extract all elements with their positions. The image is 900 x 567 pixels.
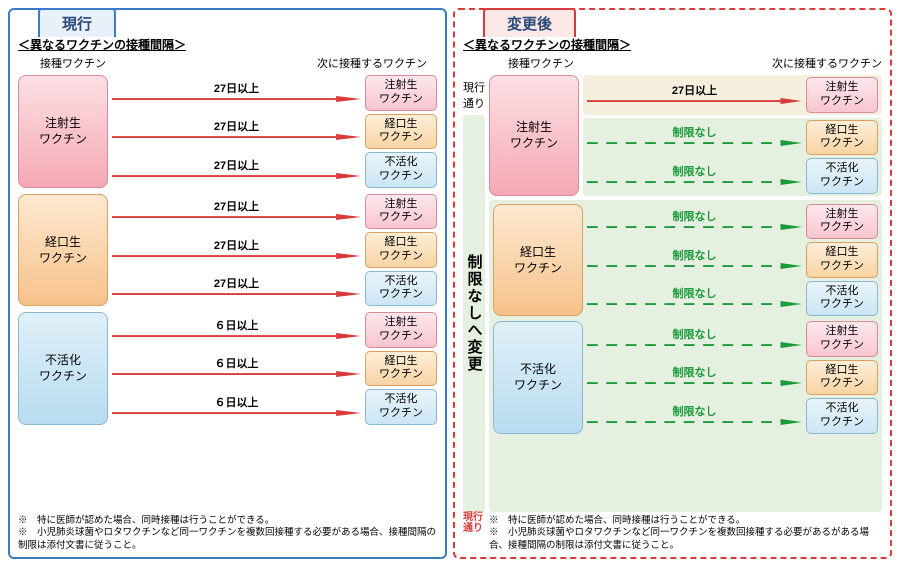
groups-left: 注射生ワクチン 27日以上 注射生ワクチン 27日以上 経口生ワクチン 27日以… bbox=[18, 75, 437, 512]
arrow: ６日以上 bbox=[112, 321, 361, 339]
tgt-blue: 不活化ワクチン bbox=[806, 281, 878, 317]
flow-row: 制限なし 不活化ワクチン bbox=[587, 398, 878, 434]
tgt-orange: 経口生ワクチン bbox=[806, 360, 878, 396]
group: 注射生ワクチン 27日以上 注射生ワクチン 27日以上 経口生ワクチン 27日以… bbox=[18, 75, 437, 188]
tgt-orange: 経口生ワクチン bbox=[365, 351, 437, 387]
flow-row: 制限なし 注射生ワクチン bbox=[587, 204, 878, 240]
tgt-orange: 経口生ワクチン bbox=[365, 232, 437, 268]
flow-row: 27日以上 経口生ワクチン bbox=[112, 114, 437, 150]
src-orange: 経口生ワクチン bbox=[493, 204, 583, 317]
side-bot: 現行 通り bbox=[463, 512, 485, 534]
flow-row: 制限なし 不活化ワクチン bbox=[587, 281, 878, 317]
tgt-blue: 不活化ワクチン bbox=[365, 152, 437, 188]
tgt-pink: 注射生ワクチン bbox=[365, 194, 437, 230]
foot-left: ※ 特に医師が認めた場合、同時接種は行うことができる。※ 小児肺炎球菌やロタワク… bbox=[18, 515, 437, 553]
title-after: ＜異なるワクチンの接種間隔＞ bbox=[463, 36, 631, 53]
tgt-blue: 不活化ワクチン bbox=[806, 158, 878, 194]
tgt-pink: 注射生ワクチン bbox=[806, 321, 878, 357]
flow-row: 27日以上 注射生ワクチン bbox=[112, 75, 437, 111]
src-blue: 不活化ワクチン bbox=[18, 312, 108, 425]
flow-row: 制限なし 経口生ワクチン bbox=[587, 360, 878, 396]
tab-current: 現行 bbox=[38, 8, 116, 37]
flow-row: 27日以上 注射生ワクチン bbox=[587, 77, 878, 113]
group: 経口生ワクチン 制限なし 注射生ワクチン 制限なし 経口生ワクチン 制限なし 不… bbox=[493, 204, 878, 317]
src-pink: 注射生ワクチン bbox=[489, 75, 579, 196]
arrow: 制限なし bbox=[587, 212, 802, 230]
src-pink: 注射生ワクチン bbox=[18, 75, 108, 188]
col1-r: 接種ワクチン bbox=[491, 55, 591, 71]
arrow: ６日以上 bbox=[112, 359, 361, 377]
group: 不活化ワクチン ６日以上 注射生ワクチン ６日以上 経口生ワクチン ６日以上 不… bbox=[18, 312, 437, 425]
arrow: 制限なし bbox=[587, 289, 802, 307]
tgt-pink: 注射生ワクチン bbox=[806, 77, 878, 113]
flow-row: 27日以上 経口生ワクチン bbox=[112, 232, 437, 268]
flow-row: ６日以上 注射生ワクチン bbox=[112, 312, 437, 348]
tgt-pink: 注射生ワクチン bbox=[806, 204, 878, 240]
arrow: 制限なし bbox=[587, 330, 802, 348]
arrow: 27日以上 bbox=[112, 202, 361, 220]
flow-row: 27日以上 不活化ワクチン bbox=[112, 152, 437, 188]
foot-right: ※ 特に医師が認めた場合、同時接種は行うことができる。※ 小児肺炎球菌やロタワク… bbox=[489, 515, 882, 553]
arrow: 27日以上 bbox=[112, 161, 361, 179]
panel-after: 変更後 ＜異なるワクチンの接種間隔＞ 接種ワクチン 次に接種するワクチン 現行通… bbox=[453, 8, 892, 559]
group-top: 注射生ワクチン 27日以上 注射生ワクチン 制限なし 経口生ワクチン 制限なし … bbox=[489, 75, 882, 196]
arrow: 制限なし bbox=[587, 128, 802, 146]
flow-row: ６日以上 経口生ワクチン bbox=[112, 351, 437, 387]
flow-row: 27日以上 注射生ワクチン bbox=[112, 194, 437, 230]
tgt-orange: 経口生ワクチン bbox=[806, 242, 878, 278]
src-blue: 不活化ワクチン bbox=[493, 321, 583, 434]
col2-r: 次に接種するワクチン bbox=[772, 55, 882, 71]
arrow: ６日以上 bbox=[112, 398, 361, 416]
flow-row: ６日以上 不活化ワクチン bbox=[112, 389, 437, 425]
tgt-orange: 経口生ワクチン bbox=[806, 120, 878, 156]
tgt-pink: 注射生ワクチン bbox=[365, 312, 437, 348]
flow-row: 制限なし 経口生ワクチン bbox=[587, 242, 878, 278]
tab-after: 変更後 bbox=[483, 8, 576, 37]
arrow: 制限なし bbox=[587, 167, 802, 185]
tgt-pink: 注射生ワクチン bbox=[365, 75, 437, 111]
flow-row: 27日以上 不活化ワクチン bbox=[112, 271, 437, 307]
col1-l: 接種ワクチン bbox=[18, 55, 128, 71]
arrow: 制限なし bbox=[587, 407, 802, 425]
body-right: 現行通り 制限なしへ変更 注射生ワクチン 27日以上 注射生ワクチン 制限なし … bbox=[463, 75, 882, 512]
side-top: 現行通り bbox=[463, 75, 485, 115]
arrow: 27日以上 bbox=[112, 279, 361, 297]
flow-row: 制限なし 注射生ワクチン bbox=[587, 321, 878, 357]
flow-row: 制限なし 不活化ワクチン bbox=[587, 158, 878, 194]
src-orange: 経口生ワクチン bbox=[18, 194, 108, 307]
arrow: 27日以上 bbox=[587, 86, 802, 104]
tgt-blue: 不活化ワクチン bbox=[365, 389, 437, 425]
group: 不活化ワクチン 制限なし 注射生ワクチン 制限なし 経口生ワクチン 制限なし 不… bbox=[493, 321, 878, 434]
arrow: 27日以上 bbox=[112, 241, 361, 259]
col2-l: 次に接種するワクチン bbox=[307, 55, 437, 71]
arrow: 制限なし bbox=[587, 368, 802, 386]
tgt-blue: 不活化ワクチン bbox=[806, 398, 878, 434]
arrow: 27日以上 bbox=[112, 84, 361, 102]
flow-row: 制限なし 経口生ワクチン bbox=[587, 120, 878, 156]
region-changed: 経口生ワクチン 制限なし 注射生ワクチン 制限なし 経口生ワクチン 制限なし 不… bbox=[489, 200, 882, 512]
group: 経口生ワクチン 27日以上 注射生ワクチン 27日以上 経口生ワクチン 27日以… bbox=[18, 194, 437, 307]
tgt-orange: 経口生ワクチン bbox=[365, 114, 437, 150]
panel-current: 現行 ＜異なるワクチンの接種間隔＞ 接種ワクチン 次に接種するワクチン 注射生ワ… bbox=[8, 8, 447, 559]
arrow: 27日以上 bbox=[112, 122, 361, 140]
side-mid: 制限なしへ変更 bbox=[463, 115, 485, 512]
tgt-blue: 不活化ワクチン bbox=[365, 271, 437, 307]
arrow: 制限なし bbox=[587, 251, 802, 269]
title-current: ＜異なるワクチンの接種間隔＞ bbox=[18, 36, 186, 53]
